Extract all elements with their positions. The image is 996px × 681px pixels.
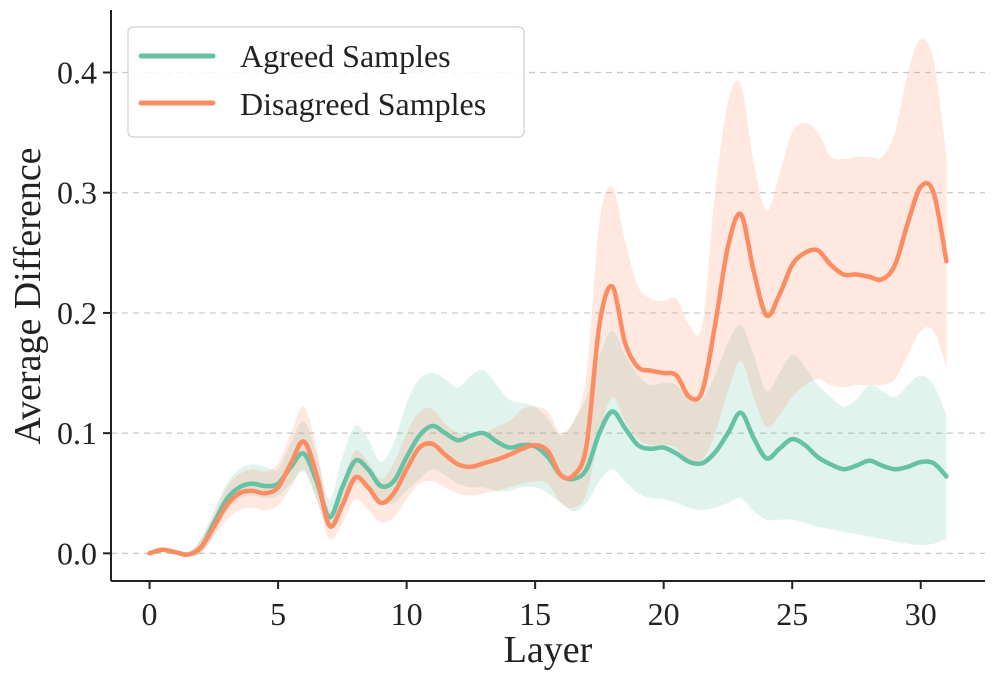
x-tick-label: 0: [142, 596, 158, 632]
confidence-band-agreed: [149, 324, 947, 556]
x-axis-label: Layer: [504, 629, 593, 671]
y-tick-label: 0.2: [57, 295, 97, 331]
y-tick-label: 0.1: [57, 415, 97, 451]
series-lines: [147, 180, 949, 557]
x-tick-label: 25: [776, 596, 808, 632]
ticks: 0.0 0.1 0.2 0.3 0.4 0 5 10 15 20 25 30: [57, 55, 937, 632]
x-tick-label: 30: [905, 596, 937, 632]
x-tick-label: 10: [391, 596, 423, 632]
confidence-band-disagreed: [149, 38, 947, 556]
x-tick-label: 5: [270, 596, 286, 632]
legend: Agreed Samples Disagreed Samples: [127, 26, 525, 138]
x-tick-label: 20: [648, 596, 680, 632]
legend-label-agreed: Agreed Samples: [240, 38, 451, 74]
y-tick-label: 0.0: [57, 535, 97, 571]
legend-label-disagreed: Disagreed Samples: [240, 86, 486, 122]
y-tick-label: 0.4: [57, 55, 97, 91]
y-tick-label: 0.3: [57, 175, 97, 211]
gridlines: [111, 71, 985, 554]
series-line-disagreed: [147, 180, 949, 557]
y-axis-label: Average Difference: [7, 147, 49, 444]
confidence-bands: [149, 38, 947, 556]
x-tick-label: 15: [519, 596, 551, 632]
legend-box: [127, 26, 525, 138]
axes: [110, 10, 985, 582]
